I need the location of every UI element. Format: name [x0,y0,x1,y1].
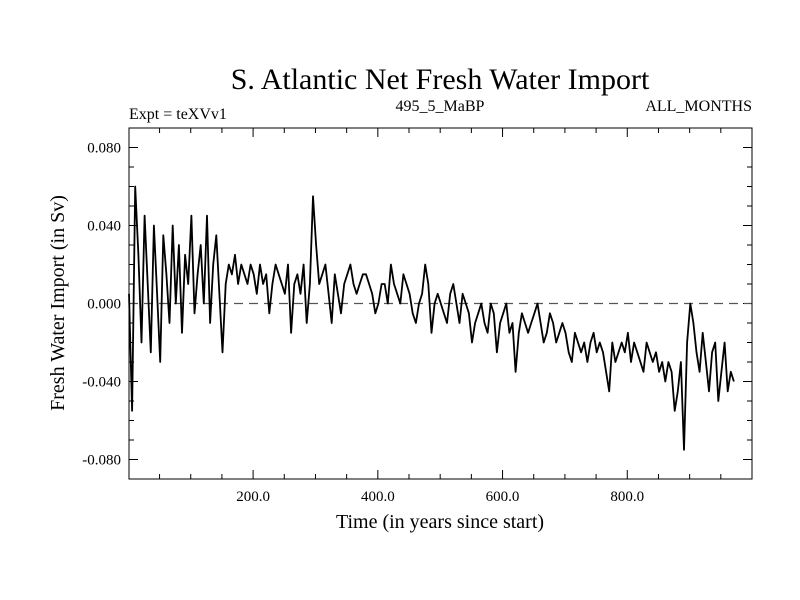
y-tick-label: -0.040 [82,375,121,391]
x-tick-label: 400.0 [361,489,395,505]
x-tick-label: 600.0 [486,489,520,505]
x-tick-label: 200.0 [236,489,270,505]
y-axis-label: Fresh Water Import (in Sv) [47,195,69,411]
run-label: 495_5_MaBP [396,98,485,115]
chart-title: S. Atlantic Net Fresh Water Import [231,63,650,96]
y-tick-label: 0.080 [87,141,121,157]
plot-frame [128,127,753,480]
fresh-water-import-series-line [128,185,735,451]
y-tick-label: 0.000 [87,297,121,313]
x-axis-ticks: 200.0 400.0 600.0 800.0 [159,128,722,505]
months-label: ALL_MONTHS [645,98,752,115]
experiment-label: Expt = teXVv1 [129,106,227,123]
y-tick-label: 0.040 [87,219,121,235]
x-tick-label: 800.0 [610,489,644,505]
x-axis-label: Time (in years since start) [336,511,544,533]
y-tick-label: -0.080 [82,453,121,469]
